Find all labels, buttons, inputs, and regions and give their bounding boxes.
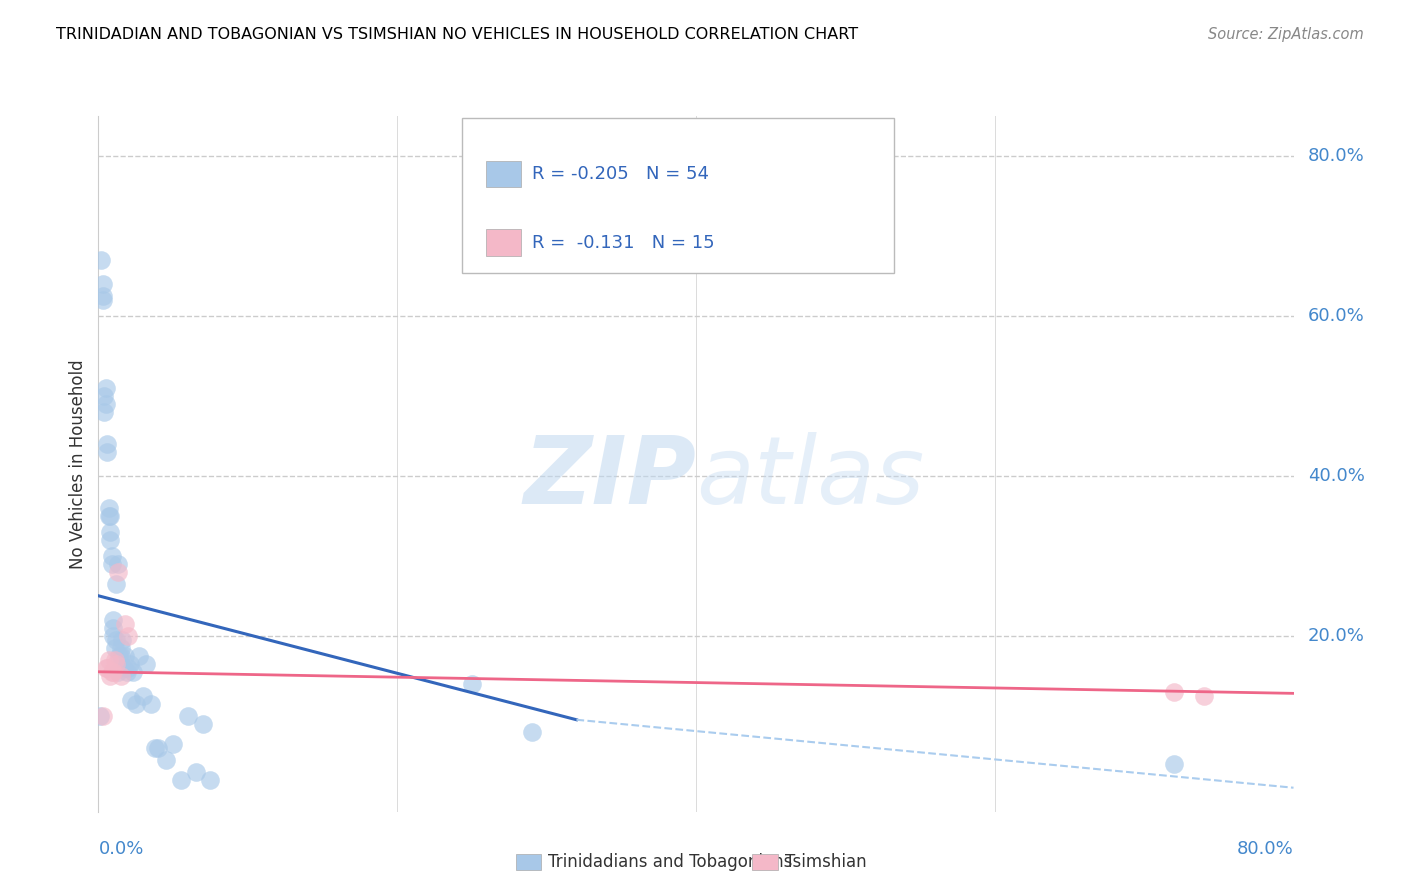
Point: [114, 648, 136, 663]
Point: [111, 632, 134, 647]
Point: [93, 389, 115, 403]
Point: [132, 689, 155, 703]
Point: [101, 665, 124, 679]
Point: [128, 648, 150, 663]
Point: [97, 500, 120, 515]
Text: Tsimshian: Tsimshian: [785, 853, 866, 871]
Point: [200, 772, 222, 787]
Text: R =  -0.131   N = 15: R = -0.131 N = 15: [533, 234, 714, 252]
Point: [103, 629, 125, 643]
Point: [93, 405, 115, 419]
Point: [120, 692, 142, 706]
Text: atlas: atlas: [696, 433, 924, 524]
Point: [121, 665, 143, 679]
Point: [117, 629, 139, 643]
Text: 60.0%: 60.0%: [1308, 307, 1364, 325]
Text: 0.0%: 0.0%: [98, 839, 143, 858]
Point: [177, 708, 200, 723]
Point: [125, 697, 148, 711]
Point: [104, 653, 127, 667]
Point: [98, 508, 122, 523]
Point: [103, 613, 125, 627]
Point: [112, 661, 135, 675]
Text: TRINIDADIAN AND TOBAGONIAN VS TSIMSHIAN NO VEHICLES IN HOUSEHOLD CORRELATION CHA: TRINIDADIAN AND TOBAGONIAN VS TSIMSHIAN …: [56, 27, 859, 42]
Text: 20.0%: 20.0%: [1308, 627, 1364, 645]
Point: [96, 437, 118, 451]
Point: [110, 648, 132, 663]
Point: [148, 740, 170, 755]
Point: [461, 677, 484, 691]
Point: [114, 616, 136, 631]
Point: [135, 657, 157, 671]
Text: ZIP: ZIP: [523, 432, 696, 524]
Point: [105, 657, 128, 671]
Point: [105, 576, 128, 591]
Point: [96, 445, 118, 459]
Text: Trinidadians and Tobagonians: Trinidadians and Tobagonians: [548, 853, 793, 871]
Text: 80.0%: 80.0%: [1308, 147, 1364, 165]
Text: 80.0%: 80.0%: [1237, 839, 1294, 858]
Point: [94, 381, 117, 395]
Point: [91, 293, 114, 307]
Point: [94, 661, 117, 675]
Point: [191, 716, 214, 731]
Point: [520, 724, 543, 739]
Point: [104, 640, 127, 655]
Point: [98, 669, 122, 683]
Point: [162, 737, 184, 751]
Point: [115, 665, 138, 679]
Y-axis label: No Vehicles in Household: No Vehicles in Household: [69, 359, 87, 569]
Point: [107, 557, 129, 571]
Point: [105, 632, 128, 647]
Point: [101, 557, 124, 571]
Point: [96, 661, 118, 675]
Point: [108, 648, 131, 663]
Point: [94, 397, 117, 411]
Point: [98, 524, 122, 539]
Point: [155, 753, 177, 767]
Point: [97, 653, 120, 667]
Point: [107, 565, 129, 579]
Point: [107, 665, 129, 679]
Point: [101, 549, 124, 563]
Point: [91, 277, 114, 291]
Point: [110, 640, 132, 655]
Point: [169, 772, 191, 787]
Point: [184, 764, 207, 779]
Point: [1192, 689, 1215, 703]
Point: [97, 508, 120, 523]
Point: [103, 665, 125, 679]
Point: [91, 289, 114, 303]
Point: [98, 533, 122, 547]
Point: [1163, 756, 1185, 771]
Point: [110, 669, 132, 683]
Point: [89, 708, 111, 723]
Point: [1163, 685, 1185, 699]
Text: 40.0%: 40.0%: [1308, 467, 1364, 485]
Point: [91, 708, 114, 723]
Point: [118, 657, 141, 671]
Text: Source: ZipAtlas.com: Source: ZipAtlas.com: [1208, 27, 1364, 42]
Point: [143, 740, 166, 755]
Text: R = -0.205   N = 54: R = -0.205 N = 54: [533, 165, 709, 183]
Point: [103, 621, 125, 635]
Point: [117, 661, 139, 675]
Point: [139, 697, 162, 711]
Point: [90, 252, 112, 267]
